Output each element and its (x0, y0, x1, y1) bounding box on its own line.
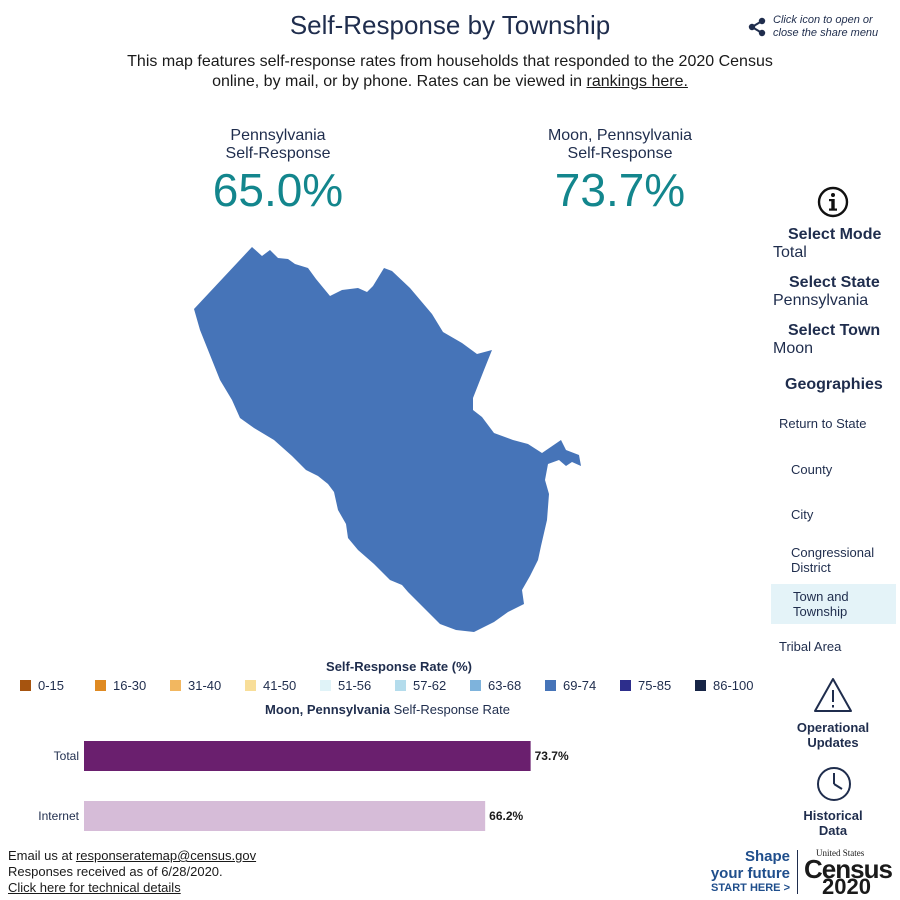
legend-item: 51-56 (320, 679, 371, 693)
operational-updates-button[interactable]: Operational Updates (796, 720, 870, 750)
geographies-heading: Geographies (785, 376, 883, 393)
bar-value-label: 66.2% (489, 809, 523, 823)
legend-item: 69-74 (545, 679, 596, 693)
legend-label: 0-15 (38, 678, 65, 693)
bar-internet[interactable] (84, 801, 486, 831)
brand-year: 2020 (822, 874, 871, 899)
state-self-response: Pennsylvania Self-Response 65.0% (178, 127, 378, 217)
geo-town-selected-highlight[interactable] (771, 584, 896, 624)
footer: Email us at responseratemap@census.gov R… (8, 848, 256, 896)
legend-title: Self-Response Rate (%) (326, 659, 472, 674)
bar-category-label: Internet (38, 809, 79, 823)
page-description: This map features self-response rates fr… (120, 52, 780, 92)
bar-value-label: 73.7% (535, 749, 569, 763)
brand-your-future: your future (710, 865, 790, 882)
footer-email-line: Email us at responseratemap@census.gov (8, 848, 256, 864)
town-name: Moon, Pennsylvania (547, 127, 693, 144)
warning-icon[interactable] (813, 676, 853, 714)
start-here-link[interactable]: START HERE > (711, 882, 790, 894)
select-town-dropdown[interactable]: Moon (773, 340, 814, 357)
bar-chart-title-metric: Self-Response Rate (393, 702, 510, 717)
bar-chart-title: Moon, Pennsylvania Self-Response Rate (0, 702, 775, 717)
legend-item: 41-50 (245, 679, 296, 693)
brand-divider (797, 850, 798, 894)
geo-return-to-state[interactable]: Return to State (779, 416, 867, 431)
share-hint: Click icon to open or close the share me… (773, 14, 879, 39)
township-map[interactable] (180, 240, 600, 640)
select-mode-label: Select Mode (788, 226, 882, 243)
legend-label: 63-68 (488, 678, 522, 693)
geo-congressional-district[interactable]: Congressional District (791, 545, 875, 575)
legend-item: 31-40 (170, 679, 221, 693)
legend-label: 86-100 (713, 678, 754, 693)
state-rate-value: 65.0% (212, 164, 344, 216)
footer-received-date: Responses received as of 6/28/2020. (8, 864, 223, 879)
state-name: Pennsylvania (230, 127, 326, 144)
legend-swatch (470, 680, 481, 691)
legend-swatch (695, 680, 706, 691)
historical-data-button[interactable]: Historical Data (803, 808, 863, 838)
legend-swatch (245, 680, 256, 691)
page-title: Self-Response by Township (289, 10, 611, 40)
footer-email-link[interactable]: responseratemap@census.gov (75, 848, 257, 863)
bar-category-label: Total (54, 749, 79, 763)
legend-label: 51-56 (338, 678, 372, 693)
footer-email-prefix: Email us at (8, 848, 73, 863)
bar-total[interactable] (84, 741, 531, 771)
town-self-response: Moon, Pennsylvania Self-Response 73.7% (520, 127, 720, 217)
brand-united-states: United States (816, 848, 865, 858)
technical-details-link[interactable]: Click here for technical details (8, 880, 181, 895)
select-town-label: Select Town (788, 322, 881, 339)
legend-label: 16-30 (113, 678, 147, 693)
share-control[interactable]: Click icon to open or close the share me… (746, 14, 896, 44)
legend-swatch (320, 680, 331, 691)
select-mode-dropdown[interactable]: Total (773, 244, 807, 261)
info-icon[interactable] (817, 186, 849, 218)
geo-town-and-township[interactable]: Town and Township (793, 589, 849, 619)
legend-swatch (95, 680, 106, 691)
legend-item: 86-100 (695, 679, 753, 693)
brand-tagline: Shape your future (708, 848, 790, 882)
legend-label: 75-85 (638, 678, 672, 693)
geo-county[interactable]: County (791, 462, 833, 477)
legend-swatch (20, 680, 31, 691)
geo-city[interactable]: City (791, 507, 814, 522)
description-text: This map features self-response rates fr… (127, 53, 773, 90)
legend-swatch (620, 680, 631, 691)
census-2020-logo[interactable]: Shape your future START HERE > United St… (708, 848, 894, 899)
legend-swatch (395, 680, 406, 691)
legend-item: 16-30 (95, 679, 146, 693)
select-state-dropdown[interactable]: Pennsylvania (773, 292, 869, 309)
legend-label: 57-62 (413, 678, 447, 693)
moon-township-shape[interactable] (194, 247, 581, 632)
legend-item: 63-68 (470, 679, 521, 693)
legend-label: 31-40 (188, 678, 222, 693)
select-state-label: Select State (789, 274, 880, 291)
geo-tribal-area[interactable]: Tribal Area (779, 639, 842, 654)
legend-item: 57-62 (395, 679, 446, 693)
state-metric-label: Self-Response (225, 145, 331, 162)
rankings-link[interactable]: rankings here. (586, 73, 688, 90)
share-icon[interactable] (746, 16, 768, 38)
legend-swatch (170, 680, 181, 691)
town-rate-value: 73.7% (554, 164, 686, 216)
legend-swatch (545, 680, 556, 691)
brand-shape: Shape (744, 848, 790, 865)
self-response-bar-chart: Total 73.7% Internet 66.2% (38, 741, 569, 831)
town-metric-label: Self-Response (567, 145, 673, 162)
brand-census: Census (804, 854, 893, 884)
bar-chart-title-place: Moon, Pennsylvania (265, 702, 390, 717)
clock-icon[interactable] (815, 765, 853, 803)
legend-label: 41-50 (263, 678, 297, 693)
legend-label: 69-74 (563, 678, 597, 693)
legend-item: 75-85 (620, 679, 671, 693)
legend-item: 0-15 (20, 679, 64, 693)
